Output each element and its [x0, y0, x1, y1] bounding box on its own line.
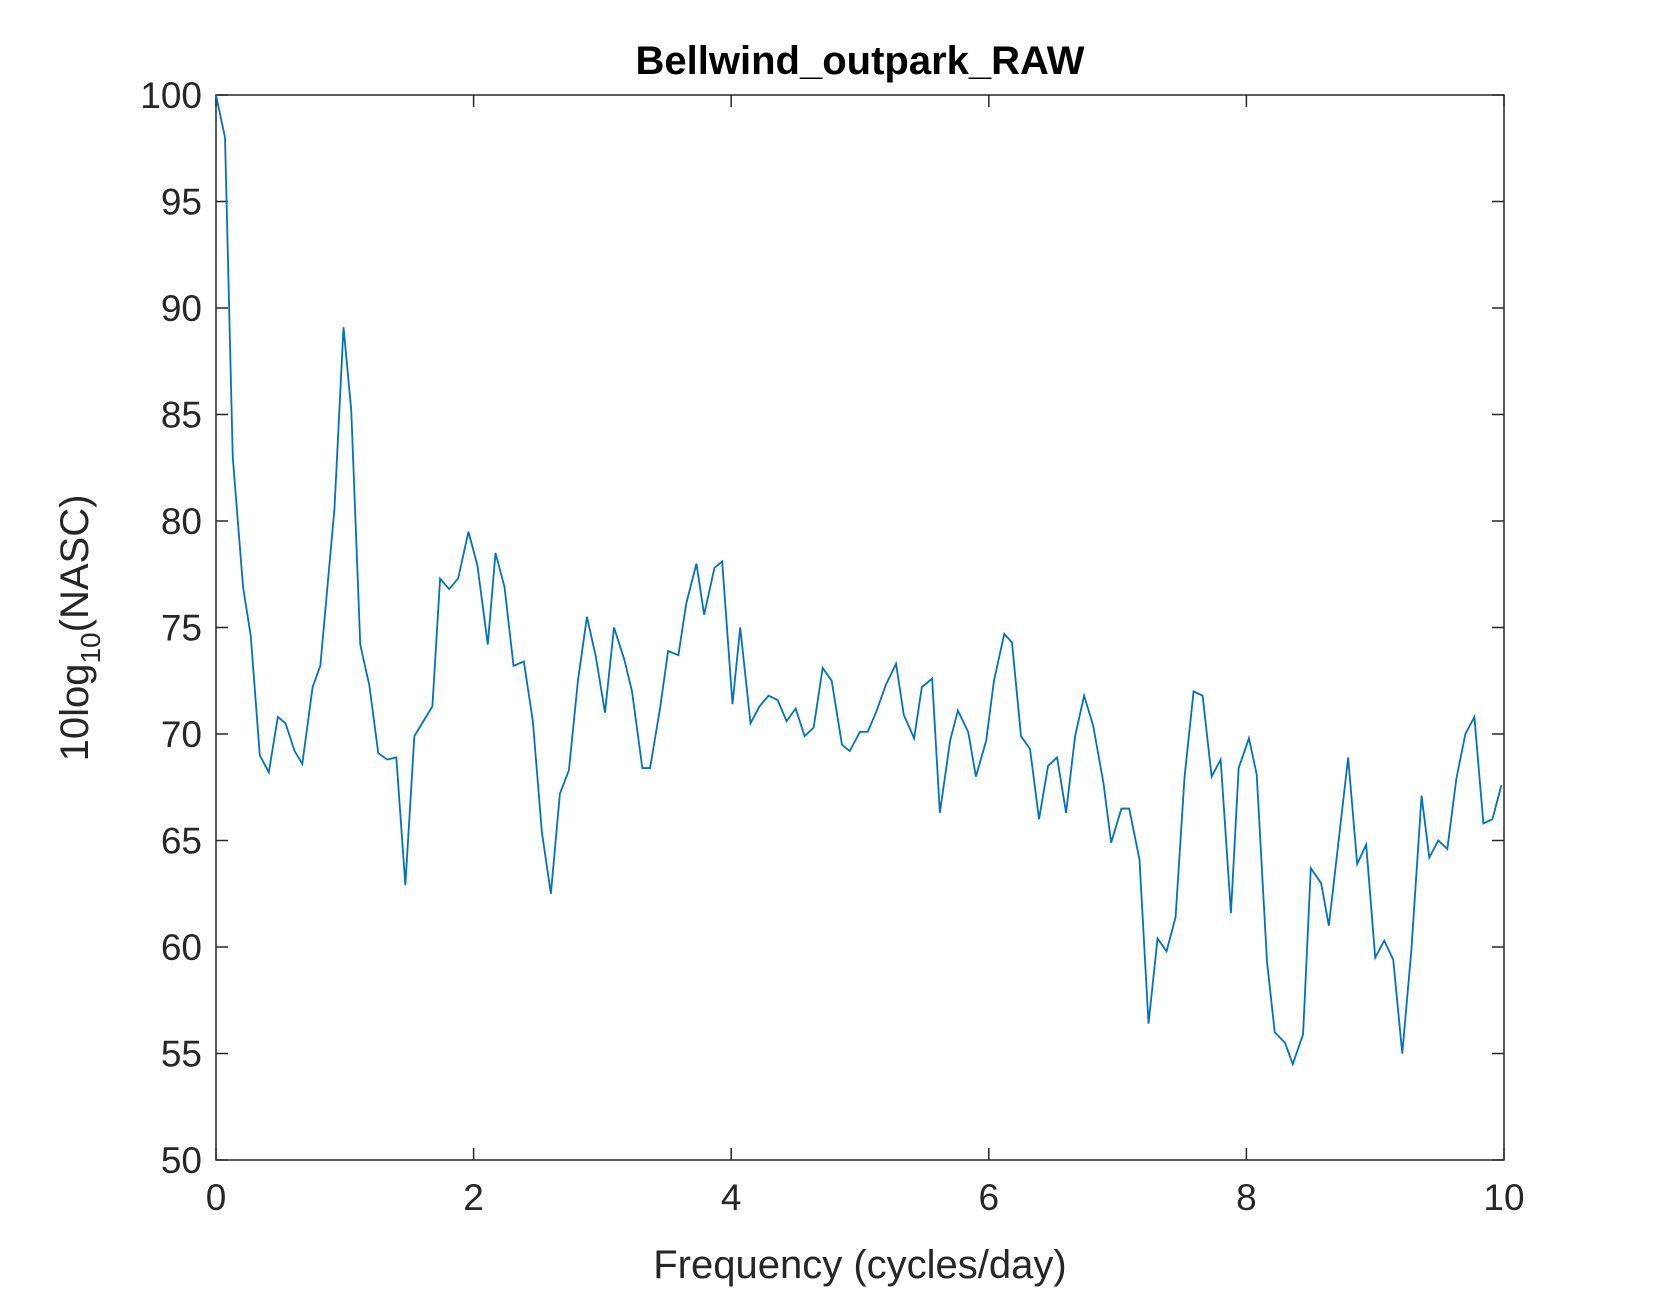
x-axis-label: Frequency (cycles/day): [653, 1243, 1066, 1287]
y-tick-label: 70: [161, 714, 202, 755]
y-tick-label: 50: [161, 1140, 202, 1181]
y-tick-label: 65: [161, 821, 202, 862]
plot-area: [215, 94, 1505, 1161]
x-tick-label: 2: [463, 1177, 484, 1218]
x-tick-label: 10: [1483, 1177, 1524, 1218]
y-tick-label: 60: [161, 927, 202, 968]
y-tick-label: 75: [161, 608, 202, 649]
y-tick-label: 100: [140, 75, 202, 116]
x-tick-label: 4: [721, 1177, 742, 1218]
y-label-sub: 10: [75, 632, 106, 663]
x-tick-label: 0: [206, 1177, 227, 1218]
x-tick-label: 8: [1236, 1177, 1257, 1218]
y-label-base: 10log: [53, 664, 97, 762]
data-line: [215, 94, 1503, 1067]
y-label-rest: (NASC): [53, 495, 97, 633]
y-axis-label: 10log10(NASC): [53, 495, 106, 762]
y-tick-label: 55: [161, 1034, 202, 1075]
y-tick-label: 80: [161, 501, 202, 542]
y-tick-label: 90: [161, 288, 202, 329]
x-tick-label: 6: [979, 1177, 1000, 1218]
chart-title: Bellwind_outpark_RAW: [636, 39, 1085, 83]
y-tick-label: 95: [161, 182, 202, 223]
y-tick-label: 85: [161, 395, 202, 436]
